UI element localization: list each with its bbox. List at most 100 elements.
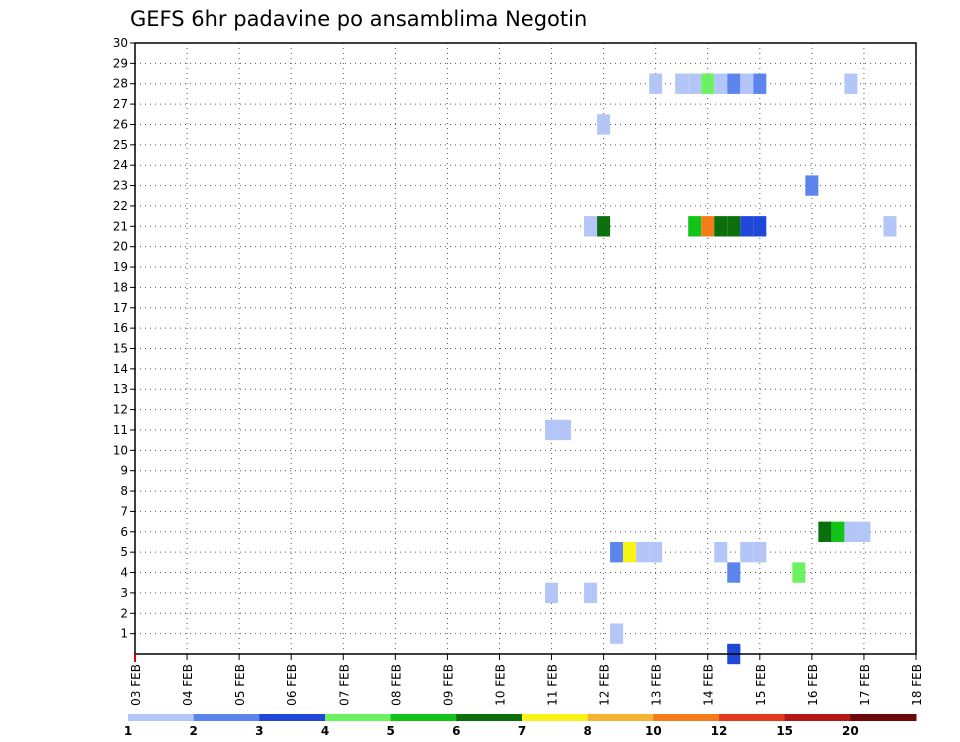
x-tick-label: 05 FEB (233, 664, 247, 706)
colorbar-segment (850, 714, 917, 721)
heatmap-cell (701, 216, 715, 237)
colorbar-tick-label: 12 (711, 724, 728, 738)
heatmap-cell (610, 623, 624, 644)
heatmap-cell (714, 541, 728, 563)
x-tick-label: 15 FEB (754, 664, 768, 706)
y-tick-label: 20 (113, 240, 128, 254)
y-tick-label: 15 (113, 342, 128, 356)
x-tick-label: 11 FEB (546, 664, 560, 706)
y-tick-label: 6 (120, 525, 128, 539)
heatmap-cell (727, 73, 741, 94)
x-tick-label: 14 FEB (702, 664, 716, 706)
colorbar-tick-label: 15 (776, 724, 793, 738)
heatmap-cell (727, 645, 741, 654)
x-tick-label: 12 FEB (598, 664, 612, 706)
y-tick-label: 23 (113, 179, 128, 193)
grid-lines (135, 42, 916, 654)
colorbar-tick-label: 3 (255, 724, 263, 738)
heatmap-cell (584, 216, 598, 237)
y-tick-label: 28 (113, 77, 128, 91)
y-tick-label: 26 (113, 117, 128, 131)
heatmap-cell (636, 541, 650, 563)
x-tick-label: 13 FEB (650, 664, 664, 706)
colorbar-segment (325, 714, 392, 721)
x-tick-label: 06 FEB (285, 664, 299, 706)
heatmap-cell (844, 73, 858, 94)
heatmap-cell (545, 582, 559, 604)
y-tick-label: 17 (113, 301, 128, 315)
y-tick-label: 18 (113, 280, 128, 294)
colorbar-tick-label: 6 (452, 724, 460, 738)
colorbar: 1 2 3 4 5 6 7 8 10 12 15 20 (124, 714, 917, 738)
heatmap-cell (714, 216, 728, 237)
heatmap-cell (701, 73, 715, 94)
y-tick-label: 14 (113, 362, 128, 376)
heatmap-cell (805, 175, 819, 196)
y-tick-label: 10 (113, 443, 128, 457)
heatmap-cell (649, 73, 663, 94)
heatmap-cell (610, 541, 624, 563)
x-tick-label: 17 FEB (858, 664, 872, 706)
y-tick-label: 8 (120, 484, 128, 498)
x-axis: 03 FEB 04 FEB 05 FEB 06 FEB 07 FEB 08 FEB 09 F… (129, 654, 924, 706)
colorbar-tick-label: 4 (321, 724, 329, 738)
colorbar-segment (522, 714, 589, 721)
colorbar-segment (784, 714, 851, 721)
y-tick-label: 9 (120, 464, 128, 478)
colorbar-segment (390, 714, 457, 721)
colorbar-segment (456, 714, 523, 721)
chart-title: GEFS 6hr padavine po ansamblima Negotin (130, 7, 587, 31)
y-tick-label: 16 (113, 321, 128, 335)
x-tick-label: 07 FEB (337, 664, 351, 706)
y-tick-label: 4 (120, 566, 128, 580)
heatmap-cell (688, 73, 702, 94)
y-tick-label: 19 (113, 260, 128, 274)
colorbar-segment (193, 714, 260, 721)
y-tick-label: 2 (120, 606, 128, 620)
heatmap-cell (753, 216, 767, 237)
heatmap-cell (792, 562, 806, 583)
heatmap-cell (883, 216, 897, 237)
colorbar-tick-label: 10 (645, 724, 662, 738)
heatmap-cell (675, 73, 689, 94)
colorbar-segment (587, 714, 654, 721)
heatmap-cell (727, 216, 741, 237)
colorbar-tick-label: 2 (189, 724, 197, 738)
heatmap-cells (545, 73, 897, 665)
heatmap-cell (688, 216, 702, 237)
x-tick-label: 16 FEB (806, 664, 820, 706)
colorbar-tick-label: 1 (124, 724, 132, 738)
y-tick-label: 29 (113, 56, 128, 70)
y-tick-label: 11 (113, 423, 128, 437)
heatmap-cell (727, 562, 741, 583)
colorbar-tick-label: 20 (842, 724, 859, 738)
heatmap-cell (740, 73, 754, 94)
x-tick-label: 10 FEB (493, 664, 507, 706)
heatmap-cell (753, 73, 767, 94)
y-tick-label: 25 (113, 138, 128, 152)
heatmap-cell (740, 216, 754, 237)
y-tick-label: 5 (120, 545, 128, 559)
y-axis: 1234567891011121314151617181920212223242… (113, 36, 135, 641)
heatmap-cell (714, 73, 728, 94)
colorbar-tick-label: 5 (386, 724, 394, 738)
heatmap-cell (597, 216, 611, 237)
y-tick-label: 13 (113, 382, 128, 396)
y-tick-label: 30 (113, 36, 128, 50)
x-tick-label: 18 FEB (910, 664, 924, 706)
x-tick-label: 03 FEB (129, 664, 143, 706)
colorbar-tick-label: 7 (518, 724, 526, 738)
heatmap-cell (818, 521, 832, 542)
y-tick-label: 24 (113, 158, 128, 172)
heatmap-cell (545, 419, 559, 441)
y-tick-label: 3 (120, 586, 128, 600)
heatmap-cell (740, 541, 754, 563)
heatmap-cell (844, 521, 858, 542)
heatmap-cell (649, 541, 663, 563)
x-tick-label: 09 FEB (441, 664, 455, 706)
colorbar-tick-label: 8 (583, 724, 591, 738)
y-tick-label: 27 (113, 97, 128, 111)
heatmap-cell (753, 541, 767, 563)
heatmap-cell (597, 114, 611, 135)
